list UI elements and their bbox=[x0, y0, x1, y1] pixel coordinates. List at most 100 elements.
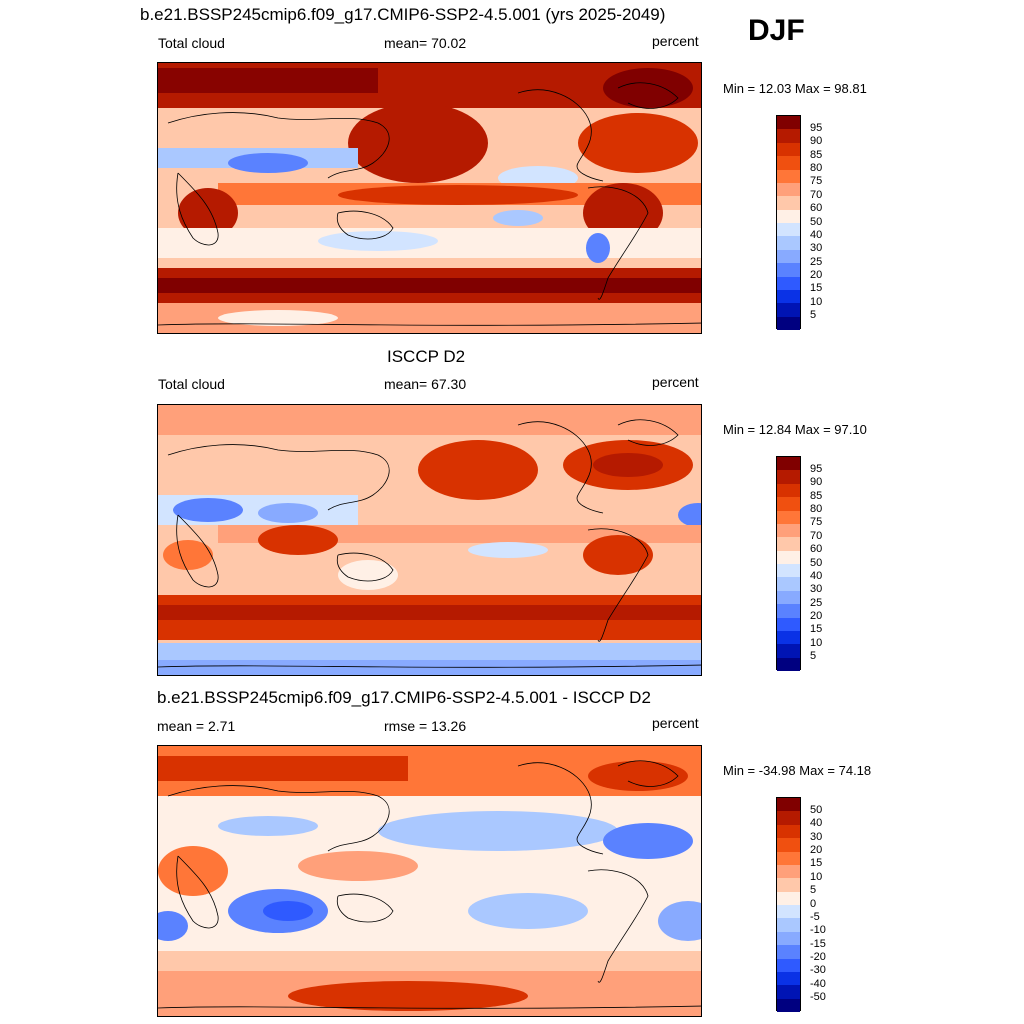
colorbar-tick-label: 50 bbox=[810, 215, 823, 228]
colorbar-segment bbox=[777, 196, 800, 210]
colorbar-tick-label: 5 bbox=[810, 650, 817, 663]
colorbar-segment bbox=[777, 209, 800, 223]
colorbar-tick-label: 5 bbox=[810, 884, 817, 897]
colorbar-tick-label: 30 bbox=[810, 830, 823, 843]
colorbar-segment bbox=[777, 864, 800, 879]
colorbar-tick-label: -30 bbox=[810, 964, 826, 977]
colorbar-tick-label: 95 bbox=[810, 462, 823, 475]
colorbar-segment bbox=[777, 971, 800, 986]
colorbar-segment bbox=[777, 289, 800, 304]
colorbar-segment bbox=[777, 236, 800, 250]
panel-3-minmax: Min = -34.98 Max = 74.18 bbox=[723, 763, 872, 778]
colorbar-tick-label: 25 bbox=[810, 596, 823, 609]
colorbar-tick-label: -40 bbox=[810, 977, 826, 990]
panel-1-mean-label: mean= 70.02 bbox=[384, 35, 467, 51]
colorbar-tick-label: 80 bbox=[810, 162, 823, 174]
colorbar-tick-label: 10 bbox=[810, 295, 823, 308]
colorbar-tick-label: 30 bbox=[810, 583, 823, 596]
colorbar-segment bbox=[777, 142, 800, 157]
panel-2-mean-label: mean= 67.30 bbox=[384, 376, 467, 392]
colorbar-tick-label: 50 bbox=[810, 556, 823, 569]
panel-3-units-label: percent bbox=[652, 715, 699, 731]
colorbar-tick-label: 60 bbox=[810, 543, 823, 556]
colorbar-tick-label: 75 bbox=[810, 175, 823, 188]
colorbar-segment bbox=[777, 998, 800, 1012]
colorbar-segment bbox=[777, 905, 800, 919]
colorbar-segment bbox=[777, 156, 800, 170]
colorbar-segment bbox=[777, 537, 800, 551]
colorbar-segment bbox=[777, 497, 800, 511]
colorbar-segment bbox=[777, 617, 800, 631]
colorbar-tick-label: 70 bbox=[810, 188, 823, 201]
colorbar-tick-label: 95 bbox=[810, 121, 823, 134]
colorbar-tick-label: 85 bbox=[810, 489, 823, 502]
colorbar-segment bbox=[777, 564, 800, 578]
colorbar-segment bbox=[777, 590, 800, 605]
colorbar-tick-label: 15 bbox=[810, 623, 823, 636]
panel-3-colorbar bbox=[776, 797, 801, 1012]
colorbar-segment bbox=[777, 851, 800, 865]
colorbar-segment bbox=[777, 798, 800, 812]
colorbar-segment bbox=[777, 116, 800, 130]
colorbar-tick-label: 10 bbox=[810, 870, 823, 883]
colorbar-tick-label: 20 bbox=[810, 844, 823, 856]
panel-1-colorbar bbox=[776, 115, 801, 330]
colorbar-tick-label: 85 bbox=[810, 148, 823, 161]
panel-2-units-label: percent bbox=[652, 374, 699, 390]
colorbar-tick-label: 40 bbox=[810, 569, 823, 582]
colorbar-segment bbox=[777, 811, 800, 825]
panel-1-map bbox=[157, 62, 702, 334]
panel-3-map bbox=[157, 745, 702, 1017]
colorbar-segment bbox=[777, 303, 800, 317]
colorbar-segment bbox=[777, 838, 800, 852]
colorbar-segment bbox=[777, 931, 800, 946]
panel-3-title: b.e21.BSSP245cmip6.f09_g17.CMIP6-SSP2-4.… bbox=[157, 688, 651, 707]
colorbar-tick-label: -5 bbox=[810, 910, 820, 923]
colorbar-segment bbox=[777, 129, 800, 143]
colorbar-segment bbox=[777, 985, 800, 999]
colorbar-segment bbox=[777, 918, 800, 932]
colorbar-segment bbox=[777, 891, 800, 905]
colorbar-tick-label: 40 bbox=[810, 817, 823, 830]
colorbar-tick-label: -50 bbox=[810, 991, 826, 1004]
colorbar-segment bbox=[777, 457, 800, 471]
colorbar-tick-label: 20 bbox=[810, 269, 823, 281]
colorbar-tick-label: -15 bbox=[810, 937, 826, 950]
colorbar-segment bbox=[777, 878, 800, 892]
colorbar-tick-label: 90 bbox=[810, 476, 823, 489]
panel-3-rmse-label: rmse = 13.26 bbox=[384, 718, 467, 734]
colorbar-segment bbox=[777, 470, 800, 484]
colorbar-segment bbox=[777, 657, 800, 671]
colorbar-tick-label: 70 bbox=[810, 529, 823, 542]
colorbar-segment bbox=[777, 577, 800, 591]
colorbar-segment bbox=[777, 276, 800, 290]
colorbar-segment bbox=[777, 604, 800, 618]
colorbar-tick-label: 0 bbox=[810, 897, 817, 910]
panel-2-colorbar bbox=[776, 456, 801, 671]
colorbar-segment bbox=[777, 644, 800, 658]
season-label: DJF bbox=[748, 14, 805, 47]
colorbar-segment bbox=[777, 945, 800, 959]
colorbar-tick-label: 60 bbox=[810, 202, 823, 215]
colorbar-tick-label: 80 bbox=[810, 503, 823, 515]
colorbar-segment bbox=[777, 263, 800, 277]
colorbar-tick-label: -10 bbox=[810, 924, 826, 937]
panel-2-map bbox=[157, 404, 702, 676]
colorbar-segment bbox=[777, 550, 800, 564]
colorbar-segment bbox=[777, 824, 800, 839]
colorbar-tick-label: 40 bbox=[810, 228, 823, 241]
colorbar-tick-label: 20 bbox=[810, 610, 823, 622]
colorbar-tick-label: 30 bbox=[810, 242, 823, 255]
colorbar-tick-label: 25 bbox=[810, 255, 823, 268]
colorbar-tick-label: 90 bbox=[810, 135, 823, 148]
colorbar-segment bbox=[777, 510, 800, 524]
colorbar-tick-label: 10 bbox=[810, 636, 823, 649]
panel-1-units-label: percent bbox=[652, 33, 699, 49]
panel-1-title: b.e21.BSSP245cmip6.f09_g17.CMIP6-SSP2-4.… bbox=[140, 5, 666, 24]
colorbar-segment bbox=[777, 223, 800, 237]
colorbar-segment bbox=[777, 523, 800, 538]
panel-2-title: ISCCP D2 bbox=[387, 347, 466, 366]
panel-3-mean-label: mean = 2.71 bbox=[157, 718, 236, 734]
colorbar-tick-label: 75 bbox=[810, 516, 823, 529]
colorbar-tick-label: 15 bbox=[810, 857, 823, 870]
